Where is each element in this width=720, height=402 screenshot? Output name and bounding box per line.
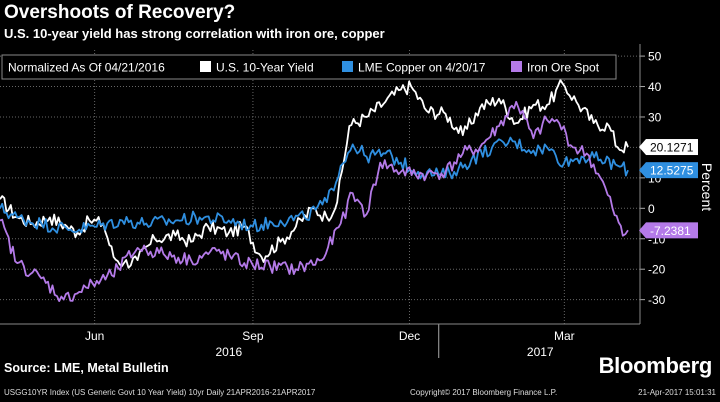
end-value-label: -7.2381	[650, 224, 691, 238]
x-tick-label: Dec	[399, 329, 420, 343]
end-label-box	[646, 139, 698, 156]
legend-swatch	[342, 61, 353, 72]
year-label: 2017	[527, 345, 554, 359]
series-lines	[0, 79, 629, 302]
chart-subtitle: U.S. 10-year yield has strong correlatio…	[4, 26, 385, 41]
end-label-box	[646, 222, 698, 239]
legend-label: Iron Ore Spot	[527, 61, 600, 75]
end-label-box	[646, 162, 698, 179]
x-tick-label: Mar	[554, 329, 575, 343]
end-value-labels: 20.1271 12.5275 -7.2381	[639, 139, 698, 239]
legend-swatch	[200, 61, 211, 72]
y-tick-label: 50	[648, 50, 662, 64]
year-label: 2016	[215, 345, 242, 359]
y-tick-label: 30	[648, 110, 662, 124]
x-tick-label: Jun	[85, 329, 104, 343]
legend: Normalized As Of 04/21/2016 U.S. 10-Year …	[1, 54, 617, 80]
legend-label: U.S. 10-Year Yield	[216, 61, 314, 75]
footer-copyright: Copyright© 2017 Bloomberg Finance L.P.	[410, 388, 558, 397]
footer-timestamp: 21-Apr-2017 15:01:31	[638, 388, 716, 397]
end-value-label: 12.5275	[650, 164, 694, 178]
end-label-pointer	[639, 222, 646, 239]
y-tick-label: 40	[648, 80, 662, 94]
end-label-pointer	[639, 139, 646, 156]
source-note: Source: LME, Metal Bulletin	[4, 361, 169, 375]
series-line	[0, 136, 629, 234]
axes: -30-20-1001020304050JunSepDecMar20162017…	[0, 44, 715, 359]
legend-swatch	[511, 61, 522, 72]
y-tick-label: -20	[648, 263, 666, 277]
footer-index-info: USGG10YR Index (US Generic Govt 10 Year …	[4, 388, 316, 397]
gridlines	[0, 50, 640, 324]
y-tick-label: 0	[648, 202, 655, 216]
end-label-pointer	[639, 162, 646, 179]
legend-label: LME Copper on 4/20/17	[358, 61, 486, 75]
y-tick-label: -30	[648, 293, 666, 307]
series-line	[0, 100, 629, 302]
chart-title: Overshoots of Recovery?	[4, 2, 236, 23]
bloomberg-logo: Bloomberg	[598, 353, 713, 378]
y-axis-title: Percent	[699, 163, 715, 211]
end-value-label: 20.1271	[650, 141, 694, 155]
legend-normalized-note: Normalized As Of 04/21/2016	[8, 61, 165, 75]
x-tick-label: Sep	[242, 329, 264, 343]
